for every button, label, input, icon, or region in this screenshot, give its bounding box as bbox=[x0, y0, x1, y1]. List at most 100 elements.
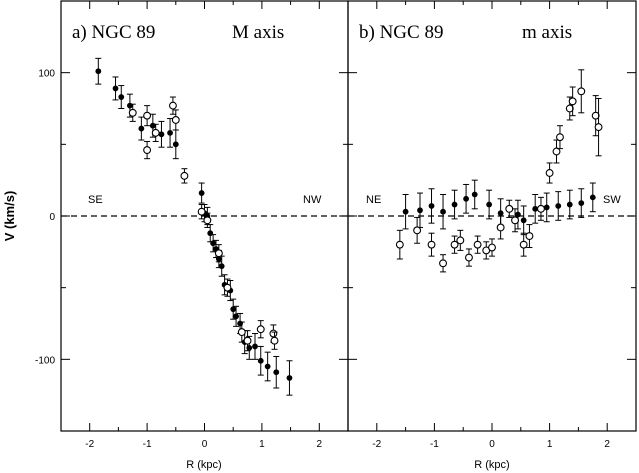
panel-b-open-point bbox=[450, 240, 459, 249]
panel-b-right-direction: SW bbox=[603, 194, 621, 206]
panel-a-open-point bbox=[243, 336, 252, 345]
panel-b-filled-point bbox=[520, 217, 527, 224]
panel-a-filled-point bbox=[172, 141, 179, 148]
panel-a-open-point bbox=[143, 111, 152, 120]
panel-a-filled-point bbox=[286, 375, 293, 381]
panel-a-y-tick-label: 0 bbox=[49, 212, 55, 223]
panel-b-x-tick-label: 1 bbox=[547, 439, 553, 450]
panel-a-filled-point bbox=[230, 306, 237, 313]
panel-b: b) NGC 89 m axis NE SW R (kpc) -2 -1 0 1 2 bbox=[347, 0, 637, 471]
panel-a-x-tick-label: 1 bbox=[259, 439, 265, 450]
panel-a: a) NGC 89 M axis SE NW R (kpc) -2 -1 0 1 2 -1… bbox=[35, 0, 349, 471]
panel-a-open-point bbox=[203, 216, 212, 225]
panel-a-open-point bbox=[168, 101, 177, 110]
panel-a-filled-point bbox=[257, 357, 264, 364]
panel-a-filled-point bbox=[273, 369, 280, 376]
panel-a-open-point bbox=[151, 128, 160, 137]
panel-a-x-tick-label: 2 bbox=[317, 439, 323, 450]
panel-a-filled-point bbox=[210, 240, 217, 247]
panel-b-open-point bbox=[565, 104, 574, 113]
panel-b-open-point bbox=[537, 204, 545, 213]
panel-b-open-point bbox=[413, 226, 422, 235]
panel-b-x-axis-label: R (kpc) bbox=[474, 459, 509, 471]
panel-b-filled-point bbox=[578, 200, 585, 207]
panel-a-open-point bbox=[214, 249, 223, 258]
panel-a-open-point bbox=[197, 207, 206, 216]
panel-b-filled-point bbox=[566, 201, 573, 208]
panel-a-filled-point bbox=[158, 131, 165, 138]
panel-b-filled-point bbox=[428, 203, 435, 209]
panel-a-open-point bbox=[180, 171, 189, 180]
panel-a-filled-point bbox=[252, 343, 258, 350]
panel-a-open-point bbox=[237, 328, 246, 337]
panel-b-filled-point bbox=[463, 195, 469, 202]
panel-a-filled-point bbox=[233, 313, 239, 320]
panel-b-open-point bbox=[488, 243, 496, 252]
panel-b-x-tick-label: -1 bbox=[430, 439, 439, 450]
panel-a-filled-point bbox=[198, 190, 205, 196]
panel-b-left-direction: NE bbox=[366, 194, 381, 206]
panel-a-y-tick-label: -100 bbox=[35, 355, 55, 366]
panel-a-y-tick-label: 100 bbox=[38, 69, 55, 80]
panel-b-open-point bbox=[395, 240, 404, 249]
panel-b-axis-name: m axis bbox=[522, 22, 572, 43]
panel-b-filled-point bbox=[486, 201, 493, 208]
panel-a-filled-point bbox=[118, 94, 125, 100]
panel-b-open-point bbox=[496, 223, 505, 232]
panel-b-open-point bbox=[427, 240, 436, 249]
panel-a-x-axis-label: R (kpc) bbox=[186, 459, 221, 471]
panel-a-open-point bbox=[171, 116, 180, 124]
panel-b-filled-point bbox=[555, 203, 562, 209]
panel-b-filled-point bbox=[515, 211, 521, 218]
panel-a-axis-name: M axis bbox=[232, 22, 284, 43]
panel-b-open-point bbox=[439, 259, 447, 268]
panel-b-open-point bbox=[505, 204, 514, 213]
panel-b-filled-point bbox=[497, 210, 504, 217]
panel-a-filled-point bbox=[138, 125, 145, 132]
panel-b-filled-point bbox=[440, 208, 446, 215]
panel-b-open-point bbox=[545, 169, 554, 177]
panel-b-filled-point bbox=[471, 191, 478, 198]
panel-a-filled-point bbox=[112, 85, 119, 92]
panel-a-x-tick-label: -2 bbox=[85, 439, 94, 450]
panel-b-open-point bbox=[519, 240, 528, 249]
y-axis-label: V (km/s) bbox=[2, 191, 17, 242]
panel-b-open-point bbox=[552, 147, 561, 156]
panel-a-open-point bbox=[143, 146, 152, 155]
panel-b-open-point bbox=[591, 111, 600, 120]
panel-b-open-point bbox=[577, 87, 586, 96]
panel-a-title: a) NGC 89 bbox=[72, 22, 155, 43]
panel-b-filled-point bbox=[402, 208, 409, 215]
panel-a-x-tick-label: 0 bbox=[202, 439, 208, 450]
panel-a-right-direction: NW bbox=[303, 194, 322, 206]
panel-a-filled-point bbox=[167, 129, 173, 136]
panel-a-open-point bbox=[128, 108, 137, 117]
panel-b-open-point bbox=[525, 232, 534, 241]
panel-b-open-point bbox=[511, 216, 519, 225]
panel-a-open-point bbox=[270, 336, 279, 345]
panel-a-x-tick-label: -1 bbox=[143, 439, 152, 450]
panel-a-filled-point bbox=[95, 68, 102, 75]
panel-b-x-tick-label: 2 bbox=[604, 439, 610, 450]
panel-b-open-point bbox=[556, 133, 564, 142]
panel-a-filled-point bbox=[218, 263, 225, 270]
panel-b-open-point bbox=[568, 97, 577, 106]
panel-b-x-tick-label: 0 bbox=[489, 439, 495, 450]
panel-b-open-point bbox=[473, 240, 482, 249]
panel-a-left-direction: SE bbox=[88, 194, 103, 206]
panel-a-open-point bbox=[223, 283, 232, 292]
panel-a-open-point bbox=[269, 329, 278, 338]
panel-b-filled-point bbox=[451, 201, 458, 208]
panel-a-filled-point bbox=[264, 363, 271, 370]
panel-b-title: b) NGC 89 bbox=[359, 22, 443, 43]
panel-b-filled-point bbox=[532, 205, 539, 212]
panel-b-filled-point bbox=[543, 204, 550, 211]
panel-b-open-point bbox=[594, 123, 603, 132]
panel-b-open-point bbox=[465, 253, 473, 262]
panel-b-filled-point bbox=[589, 194, 596, 201]
panel-b-filled-point bbox=[417, 207, 423, 214]
panel-b-x-tick-label: -2 bbox=[372, 439, 381, 450]
panel-b-open-point bbox=[456, 236, 465, 245]
panel-a-open-point bbox=[256, 325, 265, 334]
